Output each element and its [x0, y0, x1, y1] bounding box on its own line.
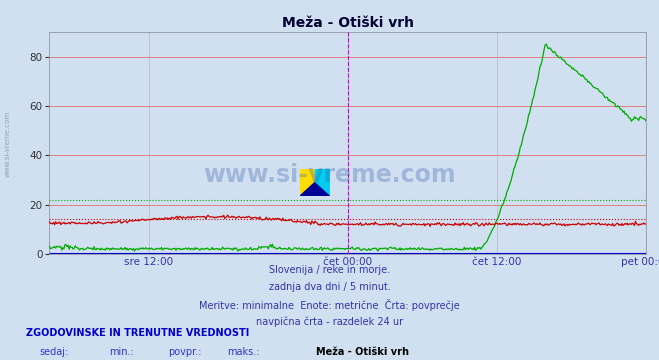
- Text: ZGODOVINSKE IN TRENUTNE VREDNOSTI: ZGODOVINSKE IN TRENUTNE VREDNOSTI: [26, 328, 250, 338]
- Bar: [315, 169, 330, 196]
- Text: Meritve: minimalne  Enote: metrične  Črta: povprečje: Meritve: minimalne Enote: metrične Črta:…: [199, 299, 460, 311]
- Text: povpr.:: povpr.:: [168, 347, 202, 357]
- Title: Meža - Otiški vrh: Meža - Otiški vrh: [281, 16, 414, 30]
- Text: navpična črta - razdelek 24 ur: navpična črta - razdelek 24 ur: [256, 316, 403, 327]
- Text: Slovenija / reke in morje.: Slovenija / reke in morje.: [269, 265, 390, 275]
- Text: www.si-vreme.com: www.si-vreme.com: [203, 163, 456, 186]
- Bar: [300, 169, 315, 196]
- Text: zadnja dva dni / 5 minut.: zadnja dva dni / 5 minut.: [269, 282, 390, 292]
- Text: Meža - Otiški vrh: Meža - Otiški vrh: [316, 347, 409, 357]
- Text: min.:: min.:: [109, 347, 134, 357]
- Text: maks.:: maks.:: [227, 347, 260, 357]
- Text: www.si-vreme.com: www.si-vreme.com: [5, 111, 11, 177]
- Text: sedaj:: sedaj:: [40, 347, 69, 357]
- Polygon shape: [300, 183, 330, 196]
